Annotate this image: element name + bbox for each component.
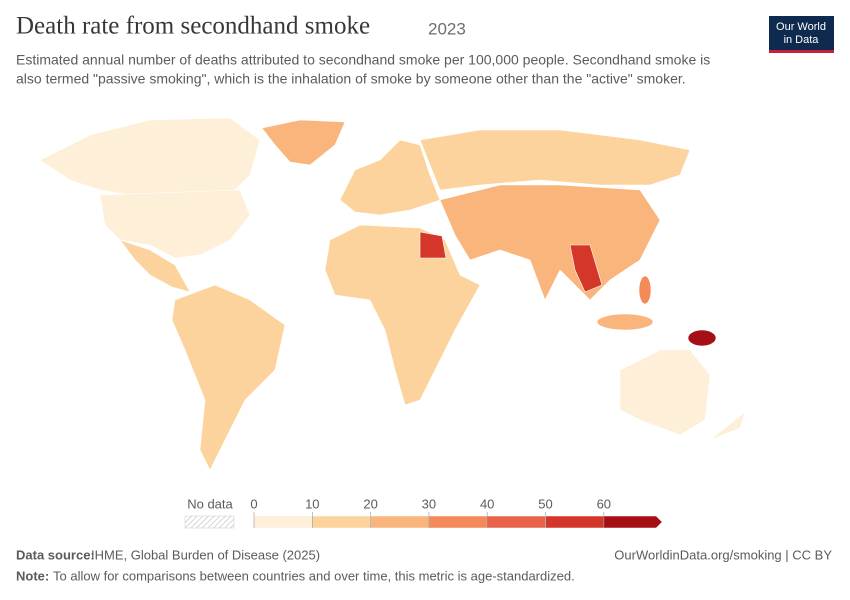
legend-tick-label: 0 [250, 496, 257, 511]
logo-text: in Data [784, 34, 820, 46]
legend-tick-label: 30 [422, 496, 436, 511]
legend-bin [486, 515, 546, 529]
note-label: Note: [16, 568, 49, 583]
source-label: Data source: [16, 547, 95, 562]
usa [99, 189, 251, 259]
legend-tick-label: 20 [363, 496, 377, 511]
logo-text: Our World [776, 21, 826, 33]
legend: No data 0 10 20 30 40 50 60 [184, 496, 663, 529]
legend-tick-label: 60 [597, 496, 611, 511]
note: To allow for comparisons between countri… [53, 568, 575, 583]
europe [339, 139, 441, 216]
central-america [119, 239, 191, 293]
subtitle: also termed "passive smoking", which is … [16, 71, 686, 87]
south-america [171, 284, 286, 471]
new-zealand [709, 411, 746, 441]
legend-bin [603, 515, 663, 529]
legend-tick-label: 50 [538, 496, 552, 511]
logo-bar [769, 50, 834, 53]
legend-no-data-label: No data [187, 496, 233, 511]
source: IHME, Global Burden of Disease (2025) [91, 547, 320, 562]
map [39, 117, 746, 471]
logo[interactable]: Our World in Data [769, 16, 834, 53]
africa [324, 224, 481, 406]
legend-no-data-swatch [184, 515, 235, 529]
logo-box [769, 16, 834, 50]
philippines [638, 275, 652, 305]
canada [39, 117, 261, 201]
legend-bin [428, 515, 488, 529]
russia [419, 129, 691, 191]
legend-bin [312, 515, 371, 529]
egypt [419, 231, 447, 259]
legend-bin [370, 515, 430, 529]
australia [619, 349, 711, 436]
southeast-asia [569, 244, 603, 293]
legend-bin [545, 515, 605, 529]
url[interactable]: OurWorldinData.org/smoking | CC BY [614, 547, 832, 562]
indonesia [596, 313, 654, 331]
legend-tick-label: 40 [480, 496, 494, 511]
legend-tick-label: 10 [305, 496, 319, 511]
greenland [261, 119, 346, 166]
title: Death rate from secondhand smoke [16, 13, 370, 40]
subtitle: Estimated annual number of deaths attrib… [16, 52, 710, 68]
legend-bin [253, 515, 313, 529]
papua-new-guinea [687, 329, 717, 347]
asia [439, 184, 661, 301]
year: 2023 [428, 19, 466, 38]
